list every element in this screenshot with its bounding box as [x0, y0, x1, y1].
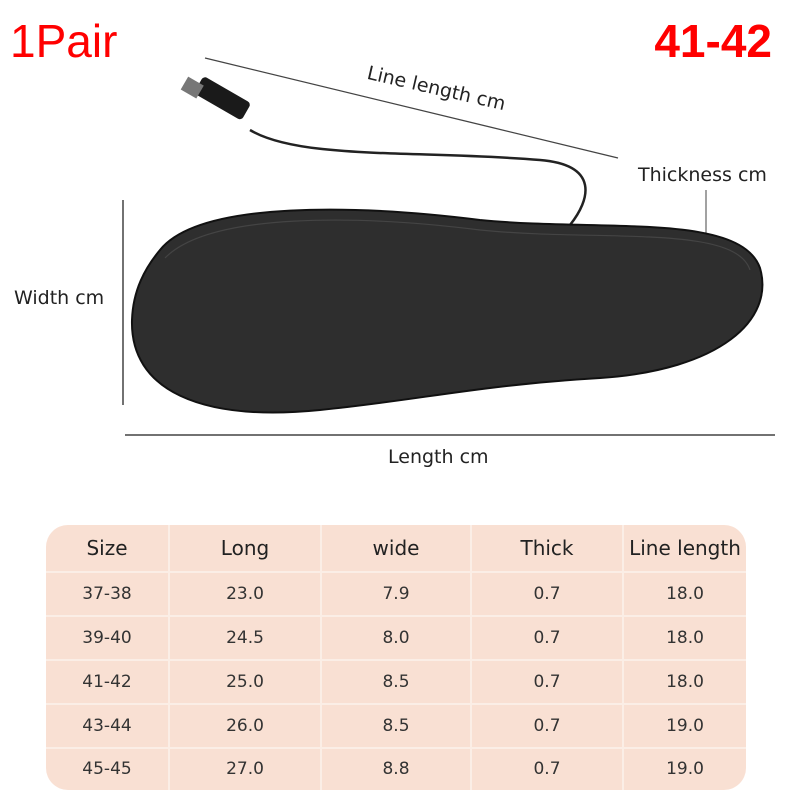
table-row: 37-38 23.0 7.9 0.7 18.0	[46, 571, 746, 617]
cell: 19.0	[622, 702, 746, 749]
header-wide: wide	[320, 525, 472, 573]
cell: 24.5	[168, 614, 322, 661]
header-line-length: Line length	[622, 525, 746, 573]
cell: 23.0	[168, 571, 322, 617]
cell: 43-44	[46, 702, 170, 749]
size-table: Size Long wide Thick Line length 37-38 23…	[46, 525, 746, 790]
connector-plug-icon	[180, 76, 250, 120]
cell: 25.0	[168, 658, 322, 705]
cell: 18.0	[622, 571, 746, 617]
cell: 19.0	[622, 746, 746, 790]
cell: 41-42	[46, 658, 170, 705]
table-header-row: Size Long wide Thick Line length	[46, 525, 746, 573]
cell: 7.9	[320, 571, 472, 617]
cell: 18.0	[622, 614, 746, 661]
cell: 8.5	[320, 702, 472, 749]
table-row: 45-45 27.0 8.8 0.7 19.0	[46, 746, 746, 790]
cell: 0.7	[470, 614, 624, 661]
cell: 18.0	[622, 658, 746, 705]
insole-illustration	[122, 57, 775, 436]
cell: 8.0	[320, 614, 472, 661]
table-row: 39-40 24.5 8.0 0.7 18.0	[46, 614, 746, 661]
size-label: 41-42	[654, 15, 772, 67]
cell: 8.5	[320, 658, 472, 705]
cell: 39-40	[46, 614, 170, 661]
header-long: Long	[168, 525, 322, 573]
cell: 0.7	[470, 571, 624, 617]
table-row: 41-42 25.0 8.5 0.7 18.0	[46, 658, 746, 705]
width-label: Width cm	[14, 287, 105, 309]
table-row: 43-44 26.0 8.5 0.7 19.0	[46, 702, 746, 749]
cell: 27.0	[168, 746, 322, 790]
cell: 0.7	[470, 702, 624, 749]
length-label: Length cm	[388, 446, 489, 468]
header-size: Size	[46, 525, 170, 573]
cell: 45-45	[46, 746, 170, 790]
cell: 26.0	[168, 702, 322, 749]
cell: 0.7	[470, 746, 624, 790]
cell: 8.8	[320, 746, 472, 790]
thickness-label: Thickness cm	[638, 164, 767, 186]
header-thick: Thick	[470, 525, 624, 573]
quantity-label: 1Pair	[10, 15, 118, 67]
insole	[130, 208, 764, 414]
cell: 37-38	[46, 571, 170, 617]
cell: 0.7	[470, 658, 624, 705]
line-length-indicator	[204, 57, 619, 159]
cable	[249, 128, 587, 226]
